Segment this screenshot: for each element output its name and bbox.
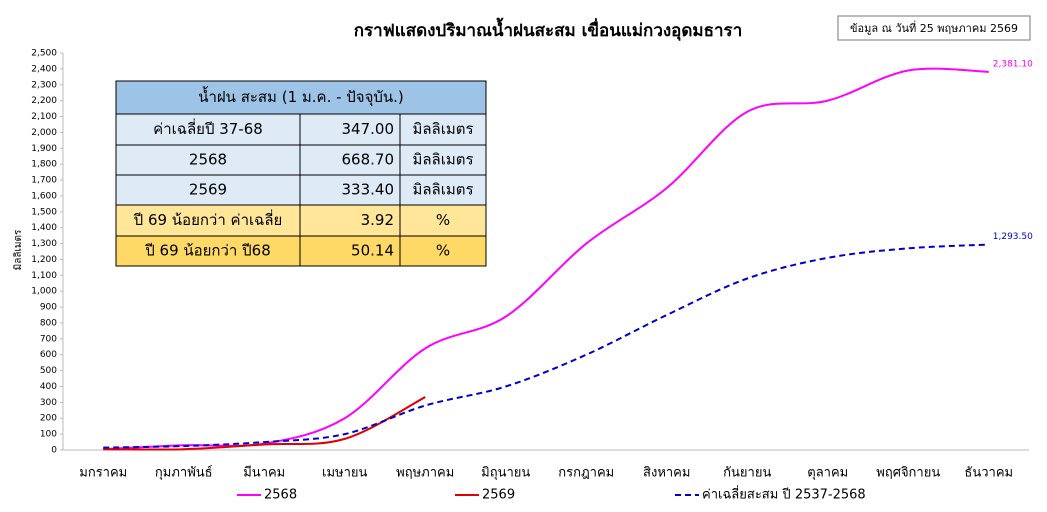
data-label: 2,381.10 xyxy=(993,59,1033,69)
table-cell xyxy=(115,174,301,206)
data-label: 1,293.50 xyxy=(993,232,1033,242)
x-tick-label: ตุลาคม xyxy=(807,466,848,481)
table-cell xyxy=(399,235,487,267)
table-header: น้ำฝน สะสม (1 ม.ค. - ปัจจุบัน.) xyxy=(198,86,404,107)
x-tick-label: มีนาคม xyxy=(243,465,285,481)
legend-label: 2568 xyxy=(264,488,297,503)
y-tick-label: 1,200 xyxy=(31,255,57,265)
table-header-cell xyxy=(115,80,487,115)
table-cell-text: % xyxy=(436,242,450,260)
x-tick-label: มกราคม xyxy=(79,466,127,481)
y-tick-label: 900 xyxy=(40,303,57,313)
legend-label: 2569 xyxy=(482,488,515,503)
y-tick-label: 0 xyxy=(51,446,57,456)
series-line xyxy=(103,243,989,449)
y-tick-label: 500 xyxy=(40,366,57,376)
table-cell-text: 2568 xyxy=(189,151,227,169)
y-tick-label: 1,700 xyxy=(31,176,57,186)
x-tick-label: กันยายน xyxy=(723,466,771,481)
y-tick-label: 2,500 xyxy=(31,49,57,59)
legend-label: ค่าเฉลี่ยสะสม ปี 2537-2568 xyxy=(702,486,866,503)
table-cell xyxy=(115,204,301,237)
table-cell xyxy=(299,204,401,237)
table-cell-text: ปี 69 น้อยกว่า ค่าเฉลี่ย xyxy=(133,209,283,229)
table-cell-text: มิลลิเมตร xyxy=(412,181,473,199)
table-cell-text: 50.14 xyxy=(351,242,394,260)
y-tick-label: 1,800 xyxy=(31,160,57,170)
x-tick-label: พฤษภาคม xyxy=(396,466,454,481)
x-tick-label: พฤศจิกายน xyxy=(876,466,940,481)
y-tick-label: 200 xyxy=(40,414,57,424)
table-cell xyxy=(299,174,401,206)
table-cell xyxy=(115,113,301,146)
y-tick-label: 100 xyxy=(40,430,57,440)
y-tick-label: 1,400 xyxy=(31,223,57,233)
y-tick-label: 1,600 xyxy=(31,191,57,201)
y-tick-label: 700 xyxy=(40,334,57,344)
y-tick-label: 1,900 xyxy=(31,144,57,154)
table-cell xyxy=(299,235,401,267)
x-tick-label: สิงหาคม xyxy=(643,466,690,481)
y-tick-label: 800 xyxy=(40,318,57,328)
chart-title: กราฟแสดงปริมาณน้ำฝนสะสม เขื่อนแม่กวงอุดม… xyxy=(354,17,743,41)
y-tick-label: 2,300 xyxy=(31,80,57,90)
table-cell-text: % xyxy=(436,211,450,229)
y-tick-label: 1,000 xyxy=(31,287,57,297)
x-tick-label: ธันวาคม xyxy=(964,466,1013,481)
table-cell-text: ปี 69 น้อยกว่า ปี68 xyxy=(144,242,270,260)
y-tick-label: 400 xyxy=(40,382,57,392)
x-tick-label: กุมภาพันธ์ xyxy=(155,465,213,481)
x-tick-label: กรกฎาคม xyxy=(558,466,614,481)
y-tick-label: 2,400 xyxy=(31,64,57,74)
note-box xyxy=(837,15,1031,41)
y-tick-label: 600 xyxy=(40,350,57,360)
table-cell-text: 2569 xyxy=(189,181,227,199)
y-tick-label: 2,100 xyxy=(31,112,57,122)
series-line xyxy=(103,396,426,451)
table-cell-text: มิลลิเมตร xyxy=(412,120,473,138)
x-tick-label: เมษายน xyxy=(322,466,367,481)
table-cell-text: 3.92 xyxy=(361,211,394,229)
table-cell-text: 668.70 xyxy=(342,151,395,169)
note: ข้อมูล ณ วันที่ 25 พฤษภาคม 2569 xyxy=(850,20,1018,35)
y-tick-label: 1,100 xyxy=(31,271,57,281)
summary-table: น้ำฝน สะสม (1 ม.ค. - ปัจจุบัน.) ค่าเฉลี่ย… xyxy=(115,80,487,267)
table-cell-text: 333.40 xyxy=(342,181,395,199)
y-axis-label: มิลลิเมตร xyxy=(13,229,24,270)
table-cell xyxy=(115,235,301,267)
y-tick-label: 300 xyxy=(40,398,57,408)
y-tick-label: 2,200 xyxy=(31,96,57,106)
y-tick-label: 2,000 xyxy=(31,128,57,138)
y-tick-label: 1,300 xyxy=(31,239,57,249)
y-tick-label: 1,500 xyxy=(31,207,57,217)
table-cell-text: มิลลิเมตร xyxy=(412,151,473,169)
table-cell xyxy=(399,144,487,176)
table-cell-text: 347.00 xyxy=(342,120,395,138)
table-cell xyxy=(399,204,487,237)
x-tick-label: มิถุนายน xyxy=(481,466,530,481)
table-cell-text: ค่าเฉลี่ยปี 37-68 xyxy=(153,118,263,138)
